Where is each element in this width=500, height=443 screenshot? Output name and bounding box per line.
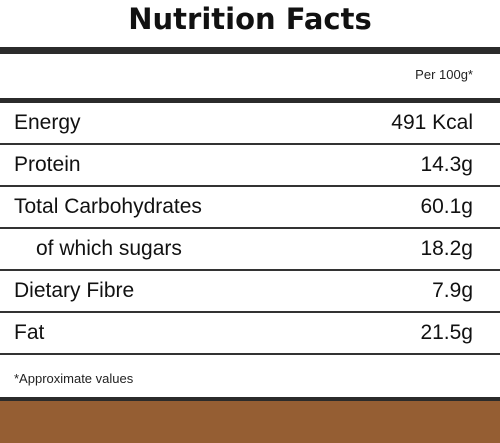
- nutrition-title: Nutrition Facts: [128, 2, 372, 36]
- nutrient-value: 7.9g: [432, 279, 473, 302]
- footnote: *Approximate values: [14, 371, 134, 386]
- nutrient-row-fat: Fat 21.5g: [0, 313, 500, 355]
- nutrient-value: 491 Kcal: [391, 111, 473, 134]
- nutrient-value: 60.1g: [420, 195, 473, 218]
- nutrient-row-fibre: Dietary Fibre 7.9g: [0, 271, 500, 313]
- nutrient-row-sugars: of which sugars 18.2g: [0, 229, 500, 271]
- nutrient-value: 14.3g: [420, 153, 473, 176]
- top-thick-divider: [0, 47, 500, 54]
- nutrient-name: Dietary Fibre: [14, 279, 135, 302]
- nutrient-name: Total Carbohydrates: [14, 195, 202, 218]
- nutrient-value: 21.5g: [420, 321, 473, 344]
- nutrient-row-protein: Protein 14.3g: [0, 145, 500, 187]
- nutrient-name: Protein: [14, 153, 81, 176]
- nutrient-name: Energy: [14, 111, 81, 134]
- nutrient-value: 18.2g: [420, 237, 473, 260]
- nutrient-table: Energy 491 Kcal Protein 14.3g Total Carb…: [0, 103, 500, 355]
- nutrient-name: of which sugars: [36, 237, 182, 260]
- brown-footer-band: [0, 401, 500, 443]
- nutrient-row-carbohydrates: Total Carbohydrates 60.1g: [0, 187, 500, 229]
- bottom-divider: [0, 397, 500, 401]
- nutrient-row-energy: Energy 491 Kcal: [0, 103, 500, 145]
- per-serving-label: Per 100g*: [415, 67, 473, 82]
- nutrient-name: Fat: [14, 321, 45, 344]
- header-divider: [0, 98, 500, 103]
